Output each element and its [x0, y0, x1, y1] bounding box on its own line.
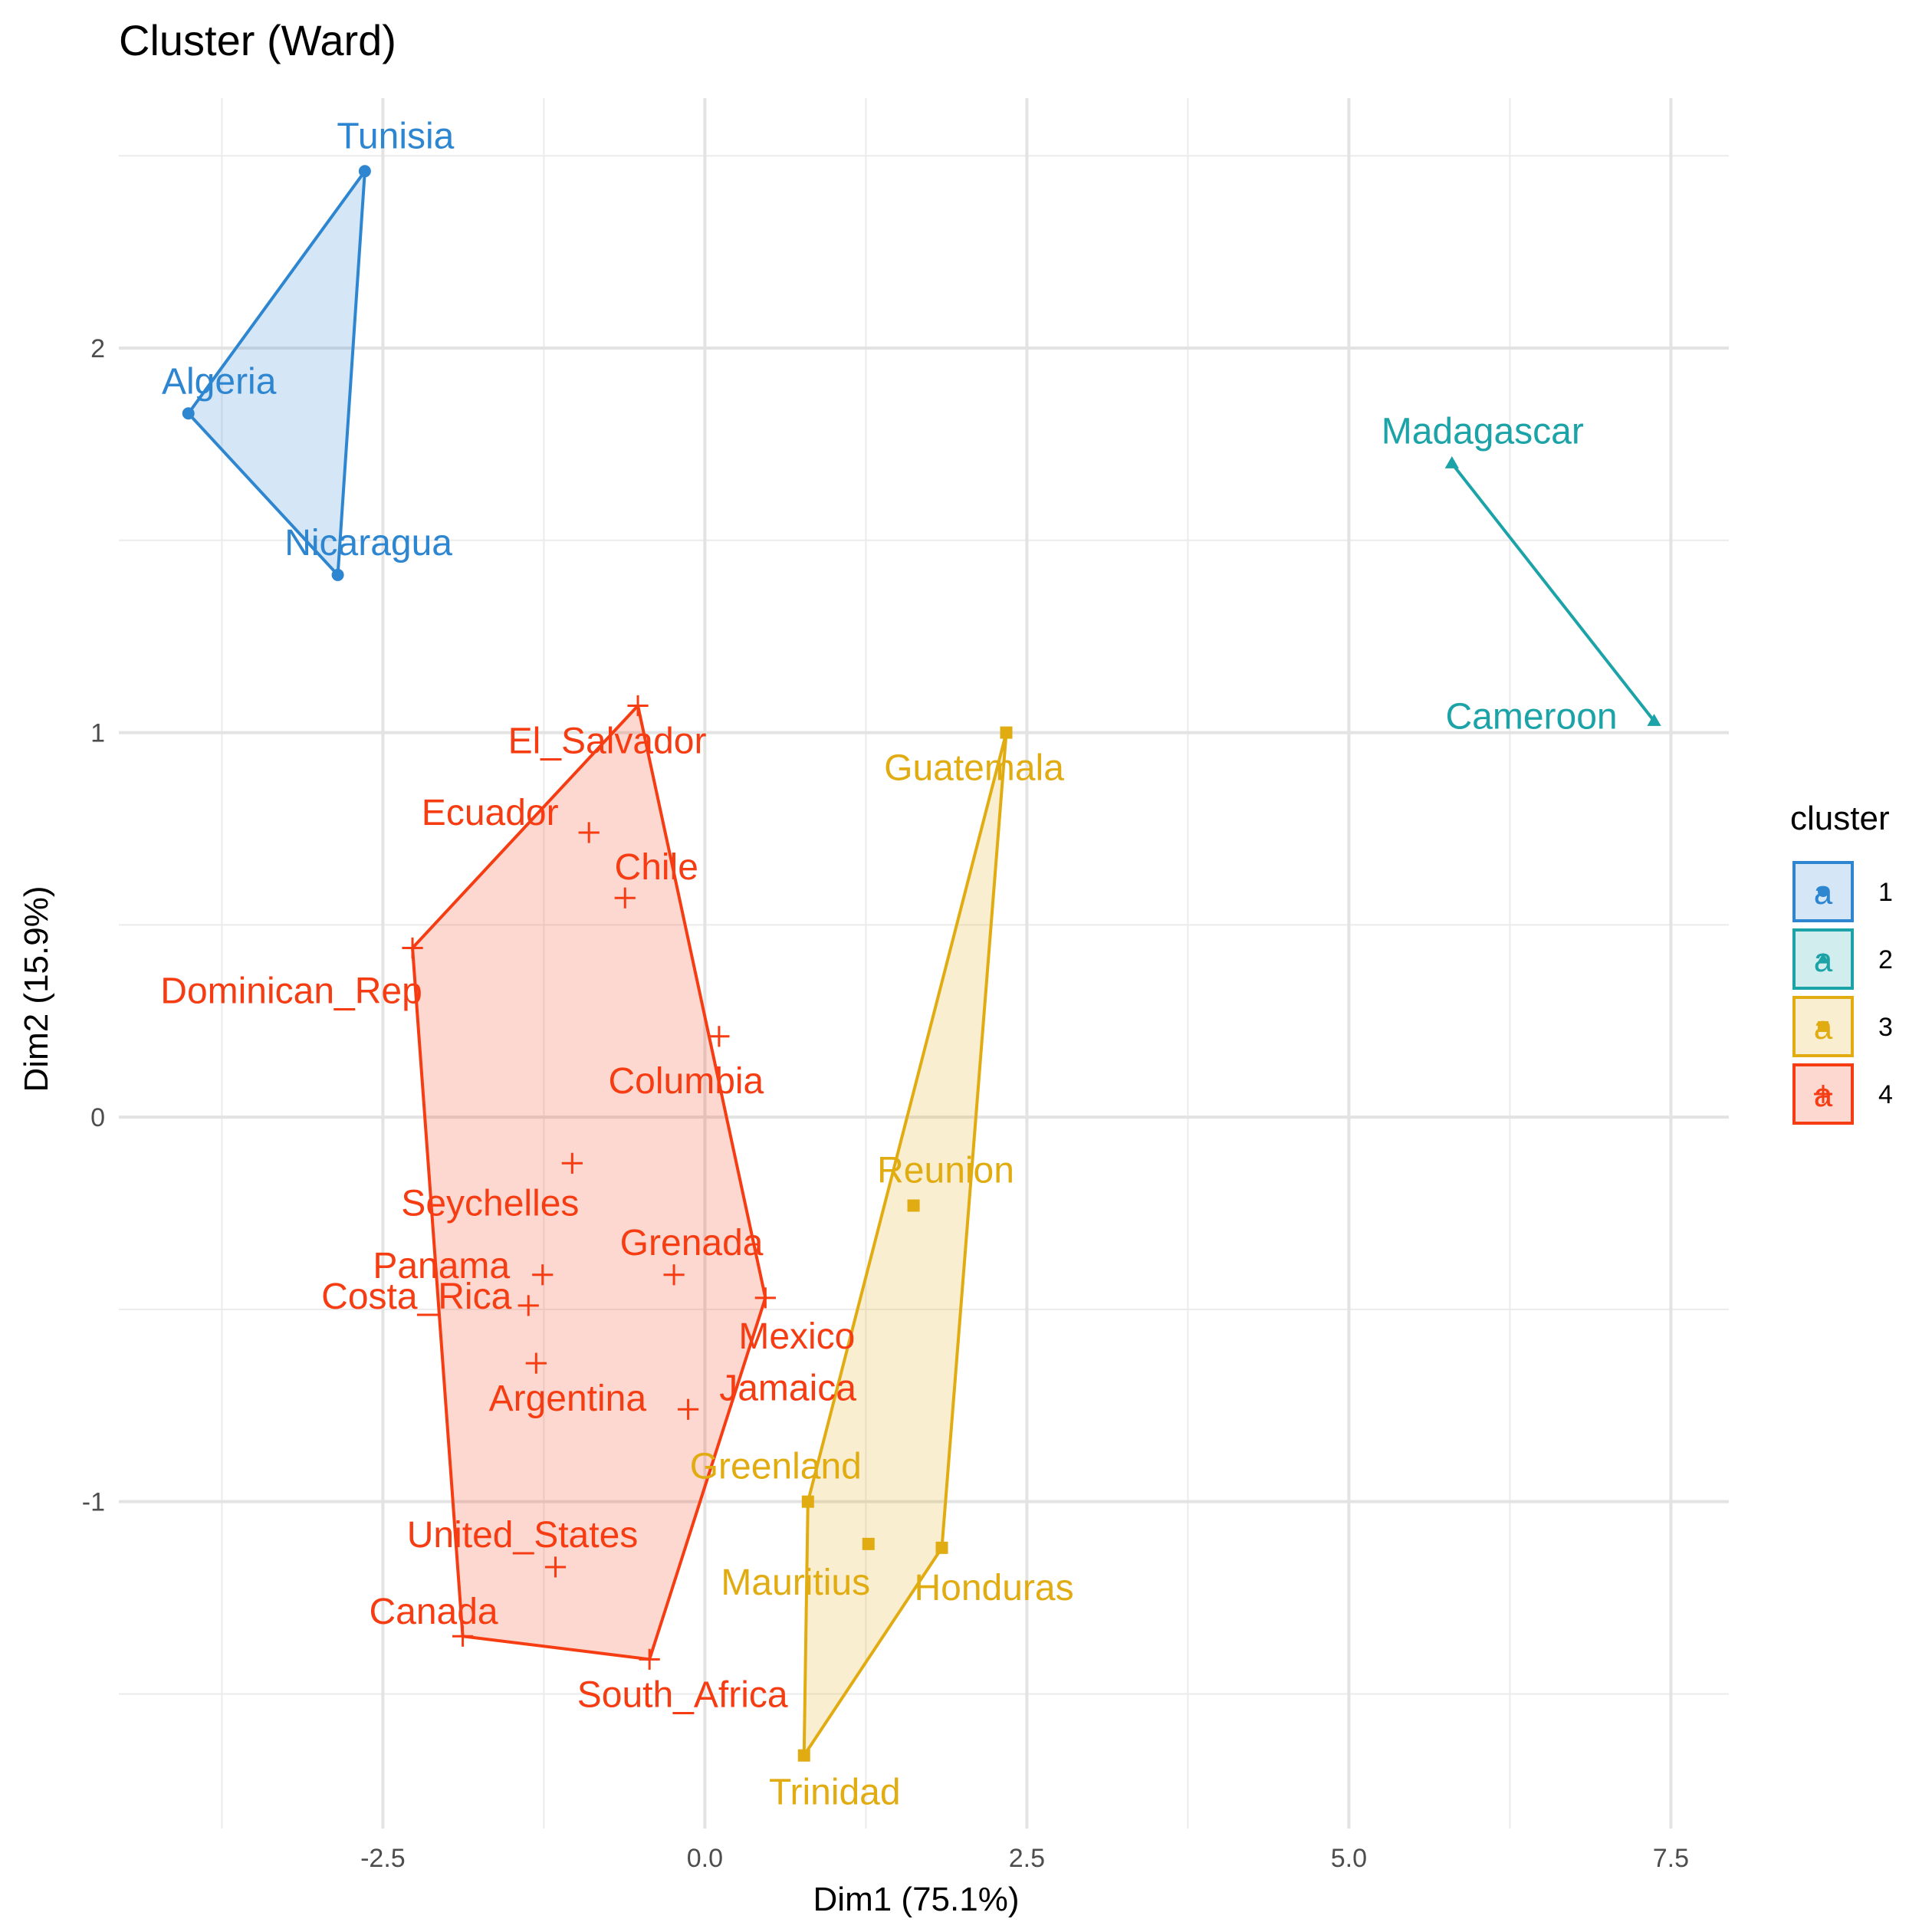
label-argentina: Argentina [489, 1378, 647, 1419]
point-reunion [907, 1199, 920, 1212]
label-guatemala: Guatemala [884, 748, 1064, 789]
label-ecuador: Ecuador [422, 793, 559, 833]
label-mexico: Mexico [738, 1316, 855, 1357]
label-south-africa: South_Africa [577, 1674, 788, 1715]
label-mauritius: Mauritius [721, 1562, 870, 1603]
y-tick-label: 1 [90, 719, 105, 748]
point-jamaica [677, 1398, 699, 1420]
x-tick-label: -2.5 [360, 1844, 406, 1873]
y-tick-label: 2 [90, 334, 105, 363]
point-canada [452, 1625, 474, 1647]
point-columbia [708, 1026, 730, 1047]
point-nicaragua [331, 568, 344, 581]
point-dominican-rep [402, 937, 423, 959]
point-argentina [525, 1352, 547, 1374]
y-tick-label: -1 [82, 1488, 105, 1517]
legend-title: cluster [1790, 800, 1890, 837]
point-seychelles [561, 1152, 583, 1174]
label-algeria: Algeria [162, 361, 277, 402]
point-united-states [544, 1556, 567, 1578]
point-cameroon [1647, 714, 1661, 726]
point-algeria [182, 407, 195, 420]
x-axis-ticks: -2.5 0.0 2.5 5.0 7.5 [360, 1844, 1689, 1873]
cluster-hull-2 [1451, 462, 1656, 722]
point-honduras [935, 1541, 948, 1554]
x-tick-label: 0.0 [687, 1844, 723, 1873]
cluster-hull-1 [186, 169, 366, 577]
legend-key-marker-3 [1818, 1021, 1829, 1032]
point-grenada [663, 1264, 685, 1286]
y-axis-ticks: -1 0 1 2 [82, 334, 105, 1517]
point-el-salvador [627, 695, 649, 717]
point-madagascar [1444, 456, 1459, 468]
label-madagascar: Madagascar [1382, 411, 1584, 452]
x-tick-label: 5.0 [1331, 1844, 1367, 1873]
label-columbia: Columbia [608, 1061, 764, 1102]
legend-label-3: 3 [1878, 1013, 1893, 1042]
label-dominican-rep: Dominican_Rep [160, 971, 422, 1011]
label-panama: Panama [373, 1246, 510, 1286]
point-ecuador [578, 822, 600, 843]
cluster-hulls [186, 169, 1656, 1757]
grid [119, 98, 1729, 1829]
point-chile [614, 887, 636, 909]
legend-key-marker-2 [1817, 952, 1829, 964]
chart-title: Cluster (Ward) [119, 16, 396, 64]
point-costa-rica [518, 1295, 539, 1316]
legend-key-marker-4 [1814, 1085, 1832, 1103]
legend-label-2: 2 [1878, 945, 1893, 974]
label-chile: Chile [615, 847, 698, 888]
label-costa-rica: Costa_Rica [321, 1276, 511, 1317]
data-points [182, 165, 1661, 1762]
point-south-africa [639, 1648, 660, 1670]
cluster-hull-4 [411, 704, 767, 1661]
y-axis-title: Dim2 (15.9%) [18, 886, 55, 1092]
label-jamaica: Jamaica [719, 1368, 856, 1408]
label-tunisia: Tunisia [337, 116, 454, 156]
label-seychelles: Seychelles [401, 1183, 579, 1224]
point-greenland [801, 1495, 814, 1508]
label-grenada: Grenada [620, 1223, 764, 1263]
point-mauritius [862, 1537, 875, 1550]
label-el-salvador: El_Salvador [508, 721, 707, 761]
label-greenland: Greenland [690, 1447, 862, 1487]
label-reunion: Reunion [877, 1150, 1014, 1191]
label-united-states: United_States [407, 1515, 639, 1556]
label-honduras: Honduras [914, 1568, 1073, 1608]
x-axis-title: Dim1 (75.1%) [813, 1881, 1020, 1918]
label-trinidad: Trinidad [769, 1773, 901, 1813]
point-tunisia [358, 165, 371, 178]
label-nicaragua: Nicaragua [284, 523, 452, 564]
point-panama [532, 1264, 554, 1286]
x-tick-label: 7.5 [1653, 1844, 1689, 1873]
point-trinidad [797, 1749, 810, 1762]
label-cameroon: Cameroon [1446, 697, 1618, 738]
label-canada: Canada [369, 1592, 498, 1632]
legend-label-1: 1 [1878, 878, 1893, 907]
legend-key-marker-1 [1818, 886, 1829, 897]
legend: cluster a1a2a3a4 [1790, 800, 1893, 1125]
x-tick-label: 2.5 [1009, 1844, 1045, 1873]
point-guatemala [1000, 726, 1013, 739]
legend-label-4: 4 [1878, 1080, 1893, 1109]
point-mexico [754, 1287, 776, 1309]
point-labels: Tunisia Algeria Nicaragua Madagascar Cameroo… [160, 116, 1617, 1812]
y-tick-label: 0 [90, 1103, 105, 1132]
